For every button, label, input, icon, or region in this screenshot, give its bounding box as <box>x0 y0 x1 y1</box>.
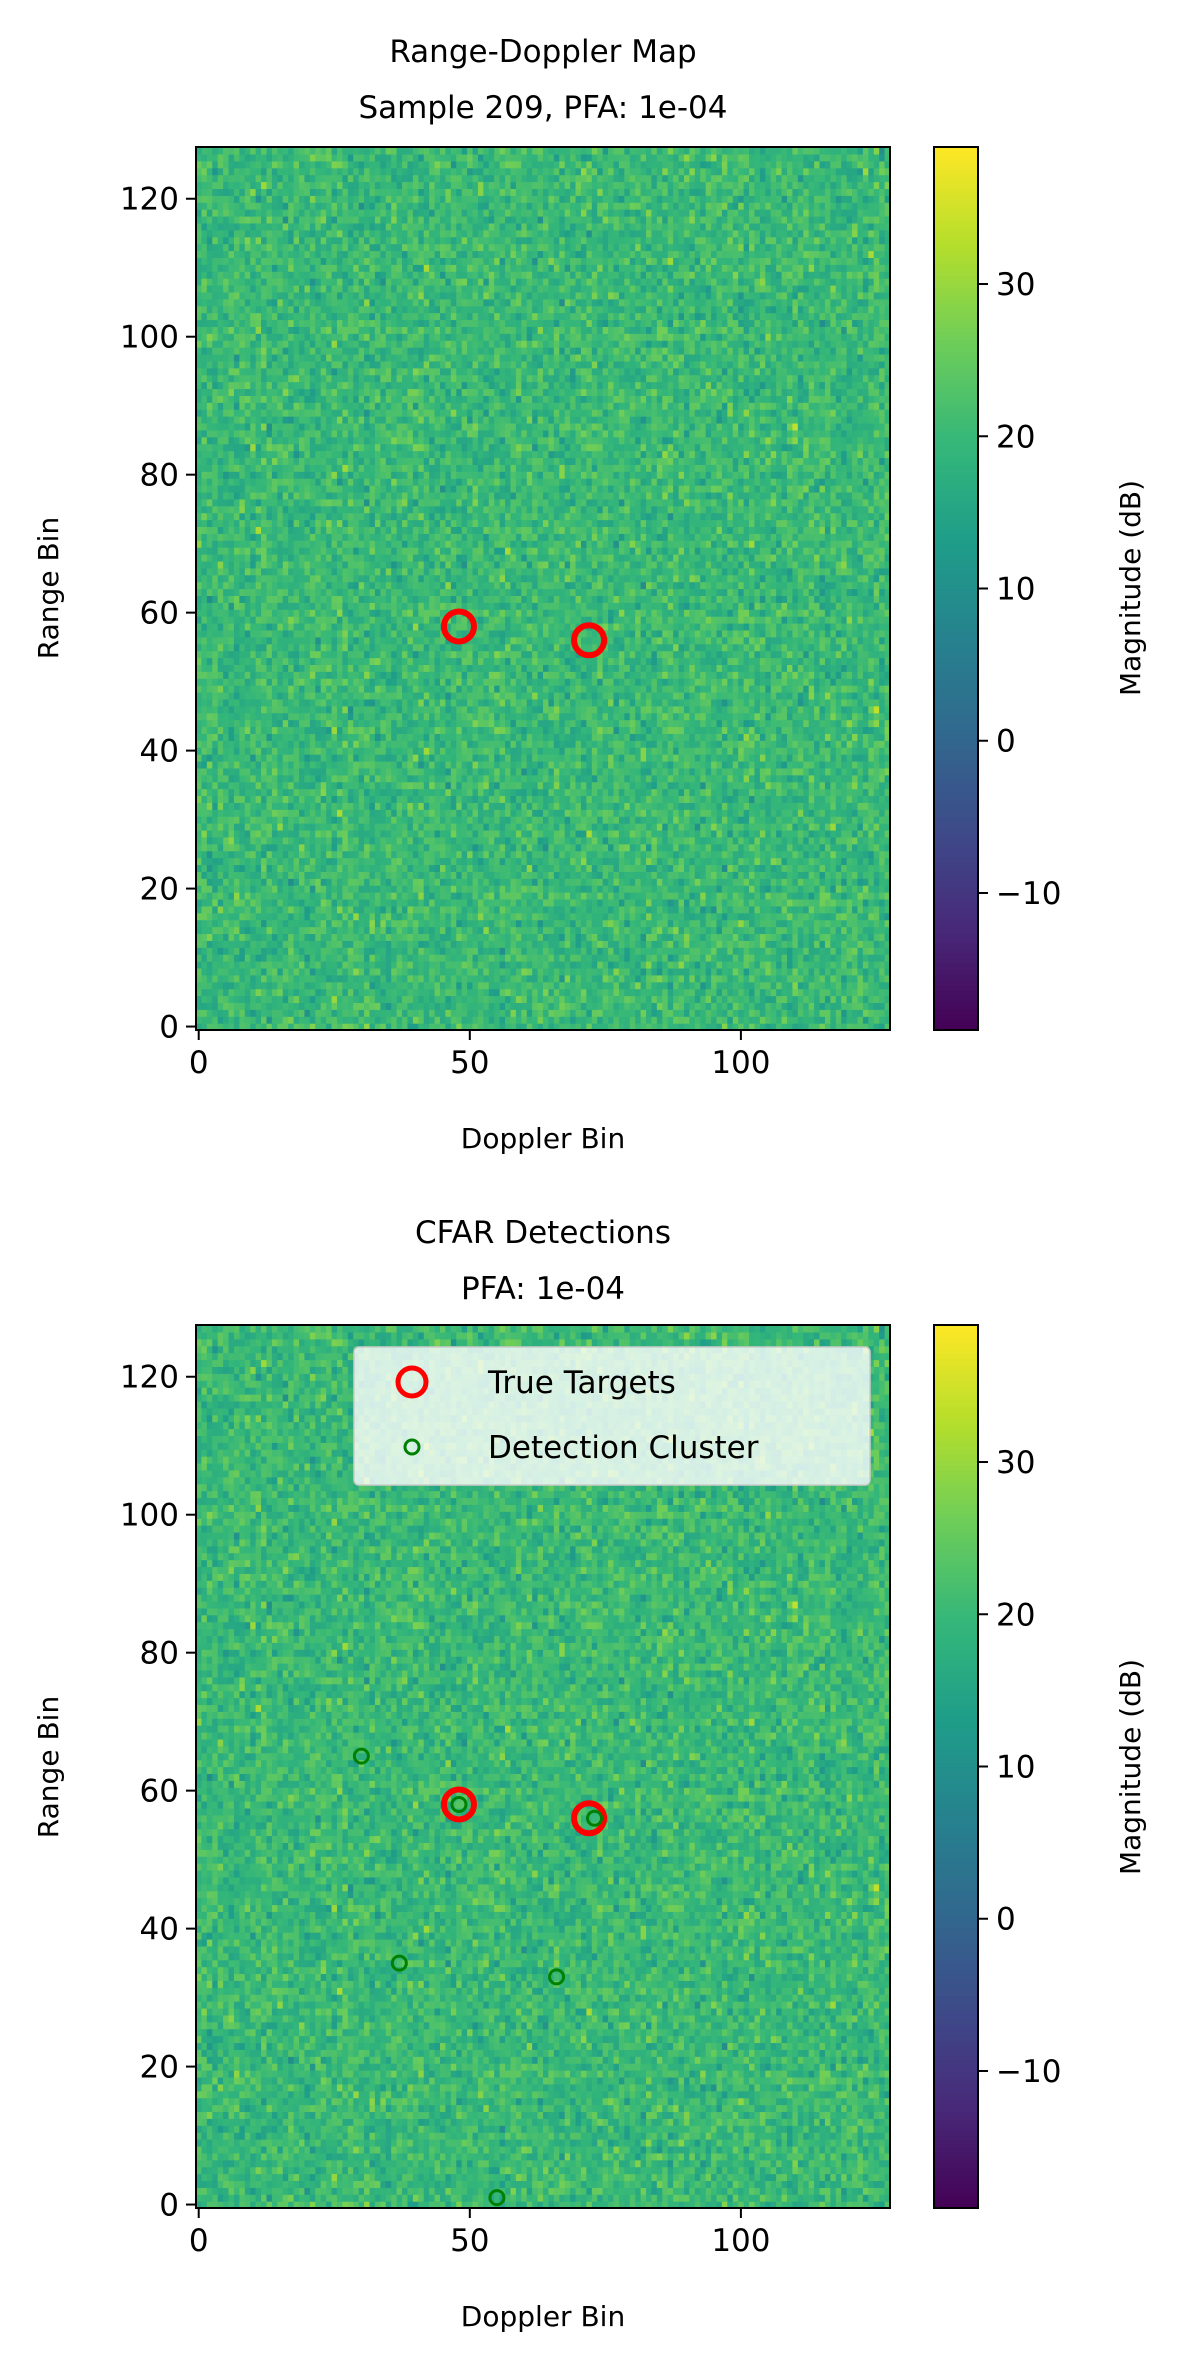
y-tick-label: 20 <box>140 2050 179 2086</box>
panel1-subtitle: Sample 209, PFA: 1e-04 <box>358 90 727 126</box>
colorbar-tick-label: −10 <box>996 2054 1061 2090</box>
panel1-colorbar-ticks: −10 0 10 20 30 <box>978 267 1061 912</box>
panel2-x-label: Doppler Bin <box>461 2300 625 2333</box>
panel1-y-ticks: 0 20 40 60 80 100 120 <box>120 182 196 1046</box>
panel1-y-label: Range Bin <box>32 517 65 659</box>
colorbar-tick-label: 10 <box>996 572 1035 608</box>
panel1-colorbar-label: Magnitude (dB) <box>1114 480 1147 696</box>
legend-detection-cluster-label: Detection Cluster <box>488 1430 759 1466</box>
colorbar-tick-label: 0 <box>996 1902 1016 1938</box>
panel2-y-ticks: 0 20 40 60 80 100 120 <box>120 1360 196 2224</box>
x-tick-label: 100 <box>711 2223 770 2259</box>
y-tick-label: 100 <box>120 320 179 356</box>
panel1-colorbar <box>934 147 978 1031</box>
y-tick-label: 40 <box>140 734 179 770</box>
y-tick-label: 60 <box>140 1774 179 1810</box>
colorbar-tick-label: 30 <box>996 1445 1035 1481</box>
panel1-plot-area <box>196 147 891 1031</box>
x-tick-label: 100 <box>711 1045 770 1081</box>
y-tick-label: 20 <box>140 872 179 908</box>
panel-range-doppler: Range-Doppler Map Sample 209, PFA: 1e-04… <box>32 34 1147 1155</box>
panel2-title: CFAR Detections <box>415 1215 671 1251</box>
panel2-colorbar-label: Magnitude (dB) <box>1114 1659 1147 1875</box>
panel2-subtitle: PFA: 1e-04 <box>461 1271 625 1307</box>
y-tick-label: 80 <box>140 458 179 494</box>
panel-cfar-detections: CFAR Detections PFA: 1e-04 0 50 100 020406… <box>32 1215 1147 2333</box>
panel2-colorbar <box>934 1325 978 2209</box>
colorbar-tick-label: 20 <box>996 1597 1035 1633</box>
x-tick-label: 0 <box>189 2223 209 2259</box>
panel2-colorbar-ticks: −10 0 10 20 30 <box>978 1445 1061 2090</box>
y-tick-label: 120 <box>120 182 179 218</box>
y-tick-label: 60 <box>140 596 179 632</box>
x-tick-label: 50 <box>450 2223 489 2259</box>
colorbar-tick-label: 20 <box>996 419 1035 455</box>
colorbar-tick-label: 30 <box>996 267 1035 303</box>
x-tick-label: 50 <box>450 1045 489 1081</box>
legend-true-targets-label: True Targets <box>487 1365 676 1401</box>
y-tick-label: 80 <box>140 1636 179 1672</box>
panel2-x-ticks: 0 50 100 <box>189 2208 771 2259</box>
panel1-x-label: Doppler Bin <box>461 1122 625 1155</box>
y-tick-label: 0 <box>159 1010 179 1046</box>
y-tick-label: 40 <box>140 1912 179 1948</box>
y-tick-label: 120 <box>120 1360 179 1396</box>
panel2-legend: True Targets Detection Cluster <box>354 1347 870 1485</box>
colorbar-tick-label: −10 <box>996 876 1061 912</box>
colorbar-tick-label: 0 <box>996 724 1016 760</box>
y-tick-label: 100 <box>120 1498 179 1534</box>
y-tick-label: 0 <box>159 2188 179 2224</box>
panel1-title: Range-Doppler Map <box>389 34 696 70</box>
panel1-x-ticks: 0 50 100 <box>189 1030 771 1081</box>
panel2-y-label: Range Bin <box>32 1696 65 1838</box>
colorbar-tick-label: 10 <box>996 1750 1035 1786</box>
x-tick-label: 0 <box>189 1045 209 1081</box>
